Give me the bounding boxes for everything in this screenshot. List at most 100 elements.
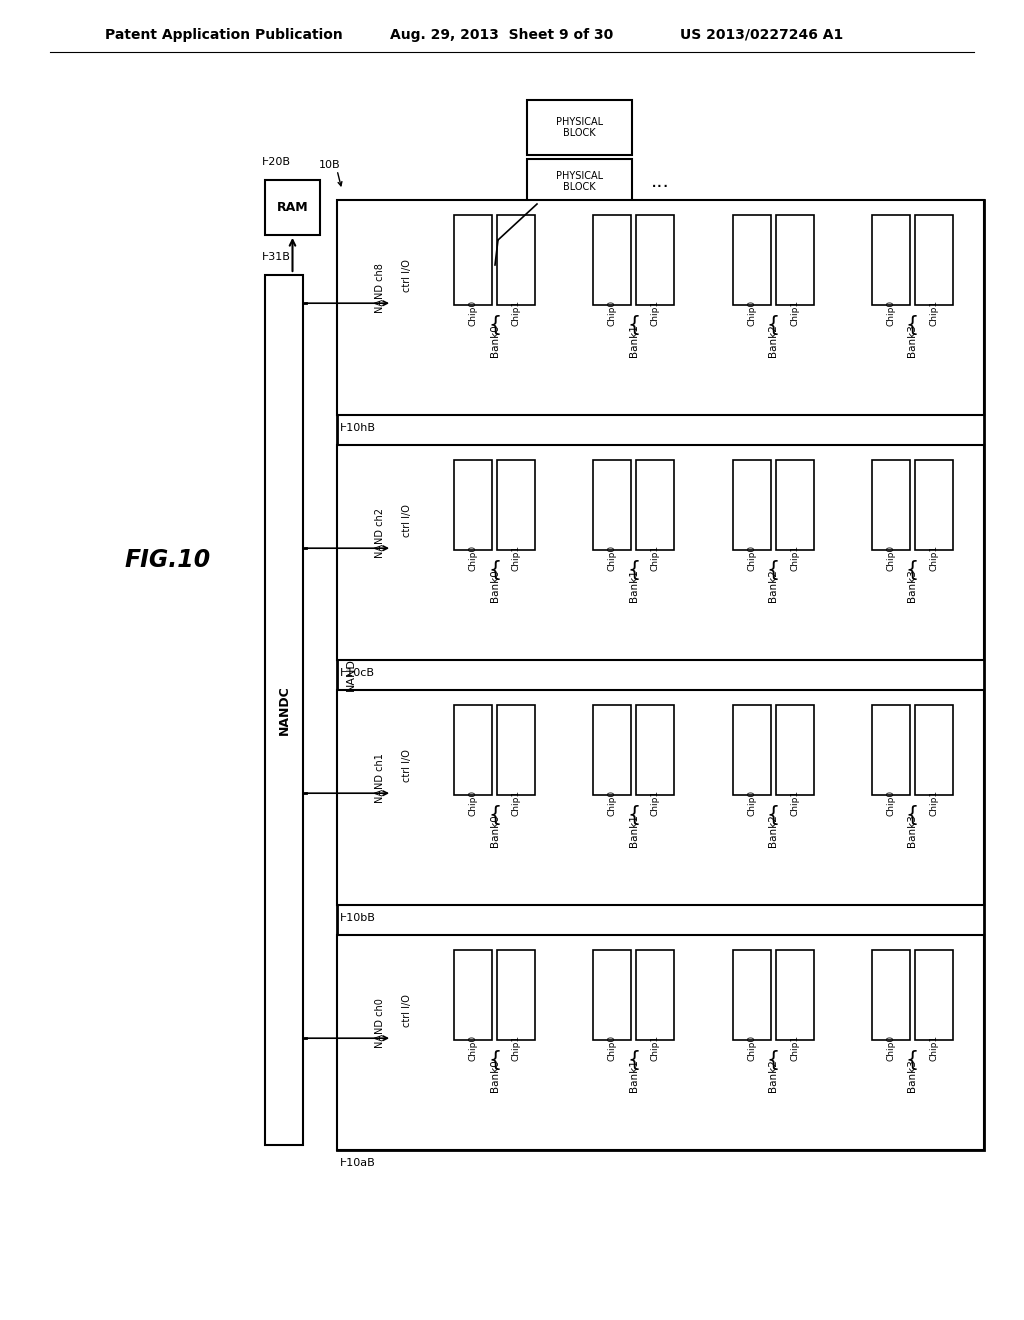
Text: NAND ch2: NAND ch2 (375, 508, 385, 558)
Bar (454, 705, 493, 795)
Text: US 2013/0227246 A1: US 2013/0227246 A1 (680, 28, 843, 42)
Text: Chip1: Chip1 (512, 300, 520, 326)
Text: FIG.10: FIG.10 (125, 548, 211, 572)
Bar (871, 950, 910, 1040)
Text: {: { (488, 1049, 502, 1071)
Text: {: { (906, 805, 919, 825)
Bar (337, 690, 984, 906)
Text: Chip1: Chip1 (651, 789, 659, 816)
Bar (732, 705, 771, 795)
Text: Chip0: Chip0 (887, 1035, 895, 1061)
Bar (914, 459, 953, 550)
Text: Chip0: Chip0 (748, 789, 756, 816)
Text: {: { (488, 560, 502, 579)
Text: Chip1: Chip1 (930, 300, 938, 326)
Bar (593, 705, 632, 795)
Text: NAND: NAND (346, 659, 356, 692)
Text: Bank0: Bank0 (489, 814, 500, 847)
Text: Bank0: Bank0 (489, 325, 500, 358)
Text: NAND ch8: NAND ch8 (375, 263, 385, 313)
Text: Chip1: Chip1 (791, 545, 799, 572)
Text: Bank3: Bank3 (907, 1060, 918, 1093)
Bar (265, 275, 303, 1144)
Text: {: { (767, 1049, 779, 1071)
Text: Bank3: Bank3 (907, 325, 918, 358)
Text: {: { (628, 315, 640, 335)
Text: Chip0: Chip0 (887, 545, 895, 572)
Text: Ⱶ31B: Ⱶ31B (262, 252, 291, 261)
Text: Patent Application Publication: Patent Application Publication (105, 28, 343, 42)
Bar (636, 705, 675, 795)
Text: Chip0: Chip0 (469, 300, 477, 326)
Text: 10B: 10B (319, 160, 341, 170)
Text: Chip1: Chip1 (791, 300, 799, 326)
Text: Chip1: Chip1 (651, 1035, 659, 1061)
Text: {: { (488, 805, 502, 825)
Text: ...: ... (650, 172, 670, 191)
Text: ctrl I/O: ctrl I/O (402, 504, 412, 537)
Bar (454, 215, 493, 305)
Text: Chip1: Chip1 (930, 789, 938, 816)
Text: Bank1: Bank1 (629, 1060, 639, 1093)
Text: Bank3: Bank3 (907, 569, 918, 602)
Text: Chip0: Chip0 (608, 1035, 616, 1061)
Bar (775, 459, 814, 550)
Bar (527, 158, 632, 205)
Text: {: { (906, 1049, 919, 1071)
Text: Ⱶ10aB: Ⱶ10aB (340, 1158, 376, 1168)
Text: Chip0: Chip0 (748, 545, 756, 572)
Bar (732, 459, 771, 550)
Text: Bank1: Bank1 (629, 569, 639, 602)
Text: Chip1: Chip1 (930, 545, 938, 572)
Text: Chip0: Chip0 (608, 545, 616, 572)
Text: Chip0: Chip0 (469, 545, 477, 572)
Bar (593, 459, 632, 550)
Text: Chip0: Chip0 (887, 300, 895, 326)
Bar (871, 215, 910, 305)
Bar (914, 950, 953, 1040)
Text: {: { (628, 560, 640, 579)
Text: Ⱶ10hB: Ⱶ10hB (340, 422, 376, 433)
Bar (775, 705, 814, 795)
Bar (454, 459, 493, 550)
Bar (732, 215, 771, 305)
Text: Chip0: Chip0 (469, 1035, 477, 1061)
Bar (497, 950, 536, 1040)
Text: Chip0: Chip0 (469, 789, 477, 816)
Text: Bank2: Bank2 (768, 814, 778, 847)
Bar (527, 100, 632, 154)
Text: NANDC: NANDC (278, 685, 291, 735)
Text: Chip0: Chip0 (748, 1035, 756, 1061)
Text: Chip1: Chip1 (791, 789, 799, 816)
Text: Ⱶ10cB: Ⱶ10cB (340, 668, 375, 678)
Bar (871, 705, 910, 795)
Bar (337, 201, 984, 1150)
Text: {: { (628, 1049, 640, 1071)
Bar (775, 215, 814, 305)
Text: {: { (767, 560, 779, 579)
Bar (914, 215, 953, 305)
Text: Aug. 29, 2013  Sheet 9 of 30: Aug. 29, 2013 Sheet 9 of 30 (390, 28, 613, 42)
Text: Chip0: Chip0 (608, 789, 616, 816)
Bar (732, 950, 771, 1040)
Bar (265, 180, 319, 235)
Text: NAND ch0: NAND ch0 (375, 998, 385, 1048)
Bar (636, 950, 675, 1040)
Bar (454, 950, 493, 1040)
Text: Chip1: Chip1 (512, 789, 520, 816)
Bar (775, 950, 814, 1040)
Text: Ⱶ20B: Ⱶ20B (262, 157, 291, 168)
Bar (337, 445, 984, 660)
Text: Chip1: Chip1 (651, 545, 659, 572)
Text: Bank2: Bank2 (768, 1060, 778, 1093)
Bar (497, 705, 536, 795)
Text: ctrl I/O: ctrl I/O (402, 259, 412, 292)
Text: {: { (488, 315, 502, 335)
Text: {: { (767, 315, 779, 335)
Text: {: { (767, 805, 779, 825)
Text: PHYSICAL
BLOCK: PHYSICAL BLOCK (556, 116, 603, 139)
Text: Bank0: Bank0 (489, 570, 500, 602)
Text: Ⱶ10bB: Ⱶ10bB (340, 913, 376, 923)
Bar (497, 459, 536, 550)
Text: Chip1: Chip1 (512, 545, 520, 572)
